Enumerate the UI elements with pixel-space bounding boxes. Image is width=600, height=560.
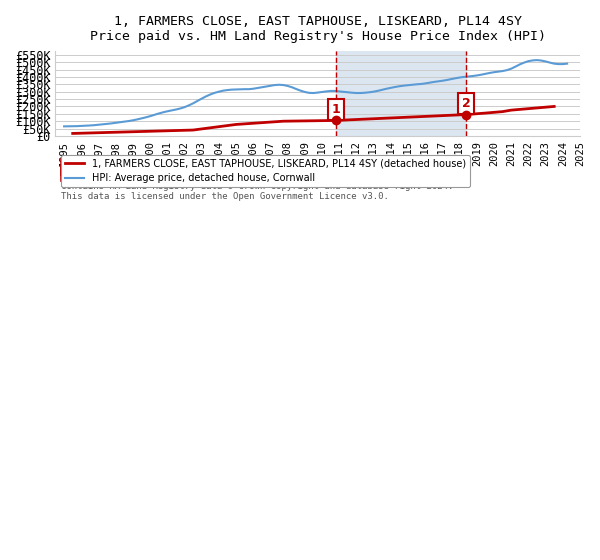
Text: £145,000: £145,000 (218, 169, 268, 178)
Text: 1: 1 (331, 103, 340, 116)
Legend: 1, FARMERS CLOSE, EAST TAPHOUSE, LISKEARD, PL14 4SY (detached house), HPI: Avera: 1, FARMERS CLOSE, EAST TAPHOUSE, LISKEAR… (61, 155, 470, 187)
Text: 11-MAY-2018: 11-MAY-2018 (97, 169, 166, 178)
Title: 1, FARMERS CLOSE, EAST TAPHOUSE, LISKEARD, PL14 4SY
Price paid vs. HM Land Regis: 1, FARMERS CLOSE, EAST TAPHOUSE, LISKEAR… (90, 15, 546, 43)
Text: 2: 2 (461, 97, 470, 110)
Text: 12-OCT-2010: 12-OCT-2010 (97, 162, 166, 172)
Text: 56% ↓ HPI: 56% ↓ HPI (334, 169, 390, 178)
Text: Contains HM Land Registry data © Crown copyright and database right 2024.
This d: Contains HM Land Registry data © Crown c… (61, 182, 453, 201)
Text: 1: 1 (64, 162, 71, 172)
Text: £105,000: £105,000 (218, 162, 268, 172)
Bar (335, 51, 466, 136)
Text: 63% ↓ HPI: 63% ↓ HPI (334, 162, 390, 172)
Text: 2: 2 (64, 169, 71, 178)
